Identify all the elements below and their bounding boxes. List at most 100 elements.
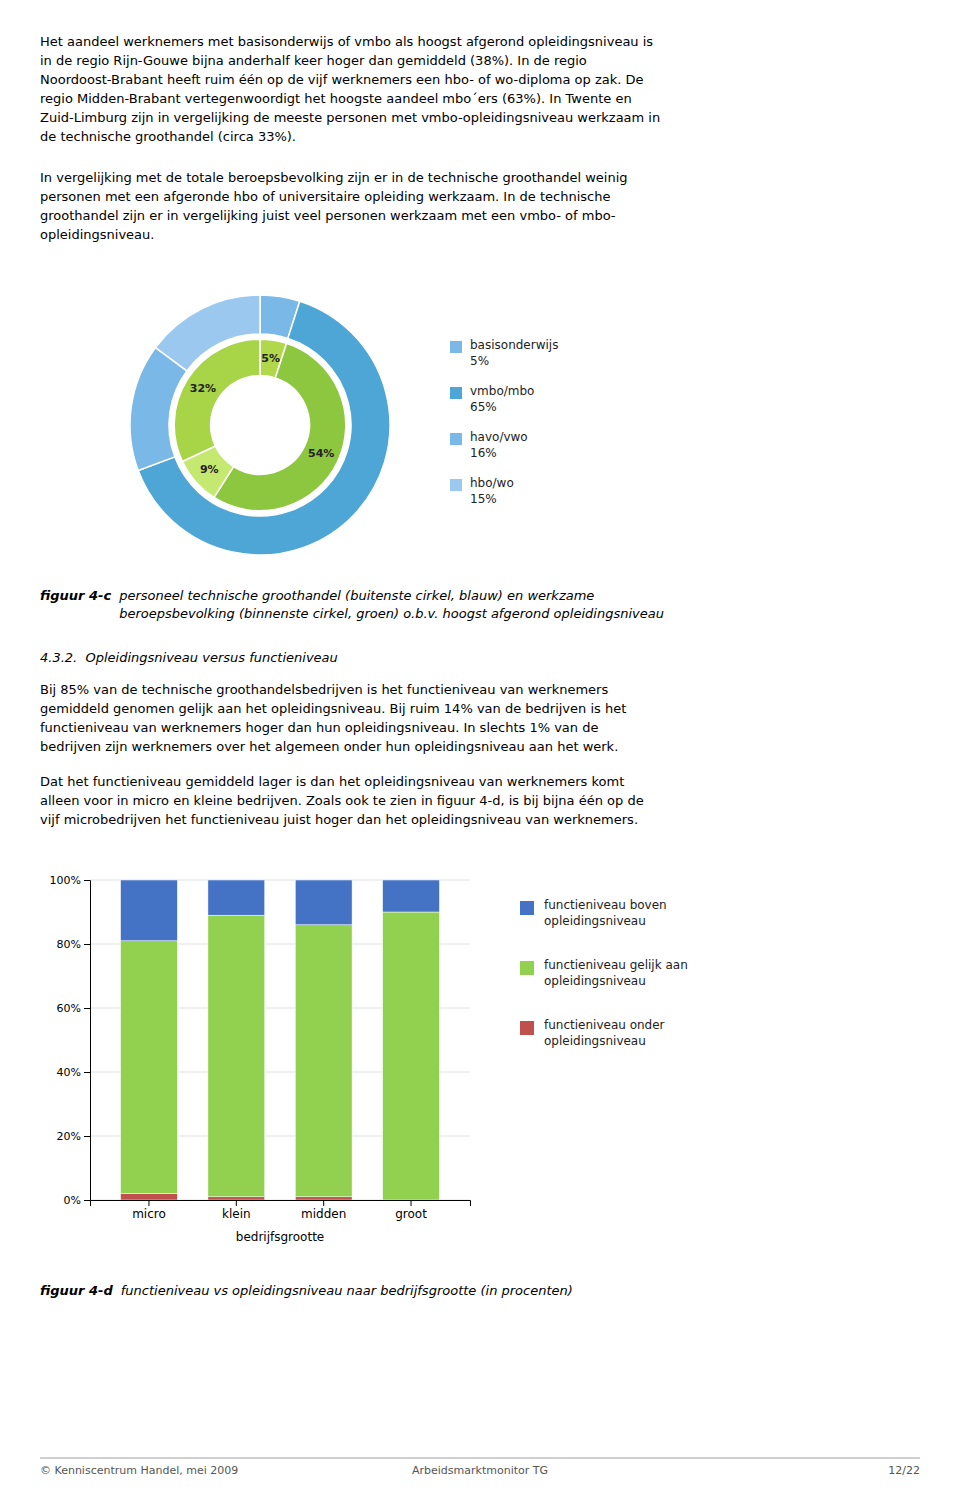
tick-label: midden — [301, 1207, 346, 1221]
legend-swatch — [520, 961, 534, 975]
x-axis-title: bedrijfsgrootte — [236, 1230, 324, 1244]
text-line: figuur 4-d — [40, 1283, 113, 1298]
bar-chart: 0%20%40%60%80%100%microkleinmiddengrootb… — [50, 874, 471, 1244]
x-tick: klein — [222, 1200, 251, 1221]
legend-swatch — [450, 387, 462, 399]
tick-mark — [411, 1200, 412, 1206]
caption-text: functieniveau vs opleidingsniveau naar b… — [121, 1283, 573, 1298]
text-line: 15% — [470, 492, 497, 506]
legend: basisonderwijs5%vmbo/mbo65%havo/vwo16%hb… — [450, 338, 558, 506]
y-axis: 0%20%40%60%80%100% — [50, 874, 91, 1207]
text-line: Het aandeel werknemers met basisonderwij… — [40, 34, 653, 49]
text-line: de technische groothandel (circa 33%). — [40, 129, 296, 144]
text-line: functieniveau gelijk aan — [544, 958, 688, 972]
text-line: bedrijfsgrootte — [236, 1230, 324, 1244]
tick-mark — [84, 1008, 90, 1009]
bar — [295, 1197, 352, 1200]
body-text: Het aandeel werknemers met basisonderwij… — [40, 34, 660, 827]
text-line: alleen voor in micro en kleine bedrijven… — [40, 793, 644, 808]
text-line: opleidingsniveau — [544, 974, 646, 988]
donut-slice — [174, 339, 260, 461]
data-label: 32% — [190, 382, 216, 395]
tick-mark — [148, 1200, 149, 1206]
footer-rule — [40, 1458, 920, 1459]
x-tick: midden — [301, 1200, 346, 1221]
paragraph: Dat het functieniveau gemiddeld lager is… — [40, 774, 644, 827]
bar — [121, 941, 178, 1194]
y-tick: 0% — [64, 1194, 90, 1207]
y-tick: 40% — [57, 1066, 90, 1079]
text-line: figuur 4-c — [40, 588, 111, 603]
text-line: Arbeidsmarktmonitor TG — [412, 1464, 548, 1477]
page: Het aandeel werknemers met basisonderwij… — [0, 0, 960, 1503]
text-line: hbo/wo — [470, 476, 514, 490]
text-line: groothandel zijn er in vergelijking juis… — [40, 208, 616, 223]
donut-ring — [130, 295, 390, 555]
data-label: 54% — [308, 447, 334, 460]
text-line: personeel technische groothandel (buiten… — [118, 588, 594, 603]
tick-label: 100% — [50, 874, 81, 887]
text-line: 4.3.2. Opleidingsniveau versus functieni… — [40, 650, 338, 665]
text-line: regio Midden-Brabant vertegenwoordigt he… — [40, 91, 632, 106]
y-tick: 100% — [50, 874, 90, 887]
text-line: functieniveau onder — [544, 1018, 665, 1032]
footer-text: 12/22 — [888, 1464, 920, 1477]
text-line: functieniveau vs opleidingsniveau naar b… — [121, 1283, 573, 1298]
bar — [121, 880, 178, 941]
legend-label: havo/vwo — [470, 430, 528, 444]
text-line: Dat het functieniveau gemiddeld lager is… — [40, 774, 624, 789]
legend-swatch — [450, 341, 462, 353]
legend-value: 16% — [470, 446, 497, 460]
tick-label: 20% — [57, 1130, 81, 1143]
legend-swatch — [520, 901, 534, 915]
axis-domain — [84, 881, 91, 1201]
legend-swatch — [450, 479, 462, 491]
text-line: Zuid-Limburg zijn in vergelijking de mee… — [40, 110, 660, 125]
footer: © Kenniscentrum Handel, mei 2009 Arbeidsm… — [40, 1458, 920, 1477]
text-line: Noordoost-Brabant heeft ruim één op de v… — [40, 72, 644, 87]
text-line: vmbo/mbo — [470, 384, 534, 398]
legend-label: functieniveau onderopleidingsniveau — [544, 1018, 665, 1048]
text-line: © Kenniscentrum Handel, mei 2009 — [40, 1464, 238, 1477]
legend-value: 5% — [470, 354, 489, 368]
tick-label: klein — [222, 1207, 251, 1221]
legend-label: hbo/wo — [470, 476, 514, 490]
grid — [90, 880, 470, 1200]
caption-title: figuur 4-c — [40, 588, 111, 603]
text-line: 5% — [470, 354, 489, 368]
tick-mark — [84, 1200, 90, 1201]
y-tick: 60% — [57, 1002, 90, 1015]
bar — [121, 1194, 178, 1200]
tick-label: 40% — [57, 1066, 81, 1079]
tick-mark — [84, 944, 90, 945]
bar-series — [121, 912, 440, 1200]
text-line: gemiddeld genomen gelijk aan het opleidi… — [40, 701, 626, 716]
paragraph: Bij 85% van de technische groothandelsbe… — [40, 682, 626, 754]
text-line: In vergelijking met de totale beroepsbev… — [40, 170, 628, 185]
caption: figuur 4-d functieniveau vs opleidingsniv… — [40, 1283, 573, 1298]
caption-text: personeel technische groothandel (buiten… — [118, 588, 664, 621]
x-tick: micro — [132, 1200, 166, 1221]
bars — [121, 880, 440, 1200]
bar — [295, 880, 352, 925]
text-line: functieniveau boven — [544, 898, 667, 912]
text-line: opleidingsniveau. — [40, 227, 154, 242]
data-label: 5% — [261, 352, 280, 365]
data-label: 9% — [200, 463, 219, 476]
legend-item: hbo/wo 15% — [450, 476, 514, 506]
legend-item: functieniveau bovenopleidingsniveau — [520, 898, 667, 928]
section-title: 4.3.2. Opleidingsniveau versus functieni… — [40, 650, 338, 665]
legend-label: functieniveau gelijk aan opleidingsniveau — [544, 958, 688, 988]
bar — [383, 912, 440, 1200]
bar — [383, 880, 440, 912]
text-line: beroepsbevolking (binnenste cirkel, groe… — [119, 606, 664, 621]
paragraph: In vergelijking met de totale beroepsbev… — [40, 170, 628, 242]
legend-label: basisonderwijs — [470, 338, 558, 352]
tick-label: groot — [395, 1207, 427, 1221]
caption: figuur 4-c personeel technische groothand… — [40, 588, 664, 621]
bar — [208, 880, 265, 915]
legend: functieniveau bovenopleidingsniveaufunct… — [520, 898, 688, 1048]
legend-value: 15% — [470, 492, 497, 506]
paragraph: Het aandeel werknemers met basisonderwij… — [40, 34, 660, 144]
legend-label: vmbo/mbo — [470, 384, 534, 398]
